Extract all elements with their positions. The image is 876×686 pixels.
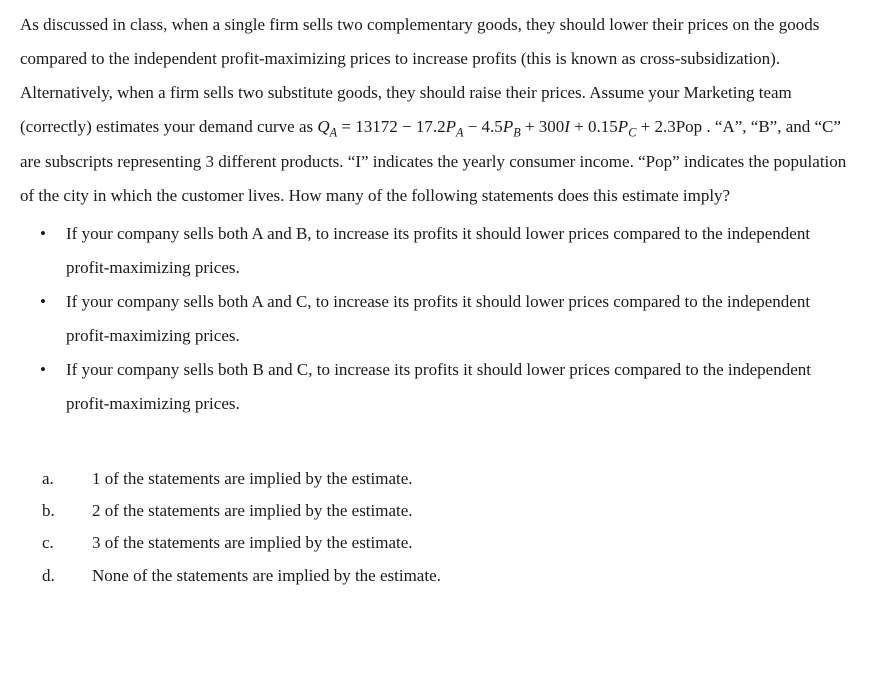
option-text: 3 of the statements are implied by the e… xyxy=(92,527,856,559)
option-letter: a. xyxy=(20,463,92,495)
bullet-icon: • xyxy=(20,285,66,353)
eq-eq: = xyxy=(337,117,355,136)
eq-t2s: B xyxy=(513,125,520,139)
eq-t1v: P xyxy=(446,117,456,136)
eq-t4v: P xyxy=(618,117,628,136)
statement-text: If your company sells both A and C, to i… xyxy=(66,285,856,353)
question-text: As discussed in class, when a single fir… xyxy=(20,8,856,213)
eq-var-q: Q xyxy=(317,117,329,136)
list-item: • If your company sells both B and C, to… xyxy=(20,353,856,421)
option-d: d. None of the statements are implied by… xyxy=(20,560,856,592)
option-a: a. 1 of the statements are implied by th… xyxy=(20,463,856,495)
list-item: • If your company sells both A and C, to… xyxy=(20,285,856,353)
eq-t4c: + 0.15 xyxy=(570,117,618,136)
statement-text: If your company sells both A and B, to i… xyxy=(66,217,856,285)
eq-t1c: − 17.2 xyxy=(398,117,446,136)
option-letter: b. xyxy=(20,495,92,527)
list-item: • If your company sells both A and B, to… xyxy=(20,217,856,285)
statement-text: If your company sells both B and C, to i… xyxy=(66,353,856,421)
option-text: None of the statements are implied by th… xyxy=(92,560,856,592)
bullet-icon: • xyxy=(20,217,66,285)
eq-t3: + 300 xyxy=(521,117,565,136)
eq-c0: 13172 xyxy=(355,117,398,136)
demand-equation: QA = 13172 − 17.2PA − 4.5PB + 300I + 0.1… xyxy=(317,117,702,136)
statements-list: • If your company sells both A and B, to… xyxy=(20,217,856,421)
eq-t2v: P xyxy=(503,117,513,136)
bullet-icon: • xyxy=(20,353,66,421)
spacer xyxy=(20,439,856,453)
eq-t2c: − 4.5 xyxy=(463,117,502,136)
option-letter: c. xyxy=(20,527,92,559)
option-b: b. 2 of the statements are implied by th… xyxy=(20,495,856,527)
option-text: 1 of the statements are implied by the e… xyxy=(92,463,856,495)
option-letter: d. xyxy=(20,560,92,592)
option-text: 2 of the statements are implied by the e… xyxy=(92,495,856,527)
eq-t5: + 2.3Pop xyxy=(636,117,702,136)
answer-options: a. 1 of the statements are implied by th… xyxy=(20,463,856,592)
option-c: c. 3 of the statements are implied by th… xyxy=(20,527,856,559)
